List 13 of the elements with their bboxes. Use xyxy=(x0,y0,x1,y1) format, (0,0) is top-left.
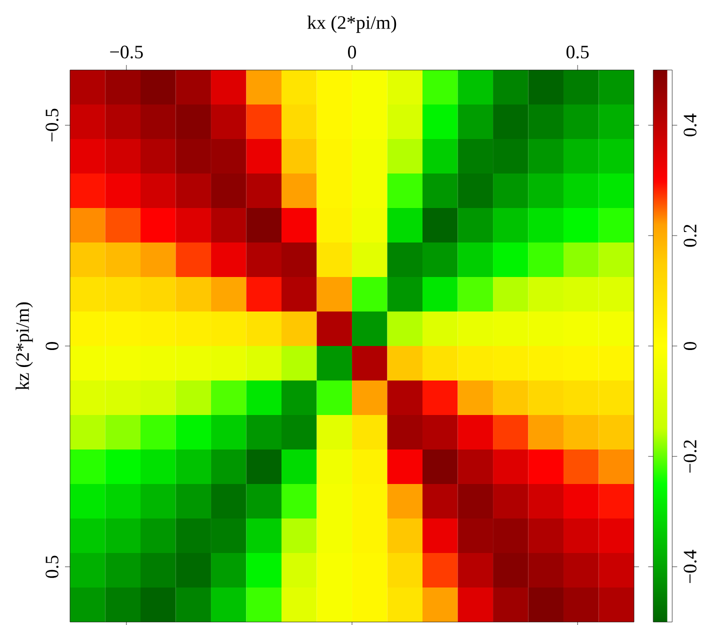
color-bar-label: 0.2 xyxy=(684,224,697,247)
x-tick-label: −0.5 xyxy=(110,46,143,58)
x-tick-label: 0 xyxy=(348,46,356,58)
x-axis-title: kx (2*pi/m) xyxy=(307,16,396,33)
x-tick-label: 0.5 xyxy=(566,46,589,58)
y-tick-label: −0.5 xyxy=(46,108,58,142)
y-tick-label: 0.5 xyxy=(46,556,58,578)
y-axis-title: kz (2*pi/m) xyxy=(16,302,33,390)
color-bar-label: −0.2 xyxy=(684,440,697,473)
color-bar-label: 0 xyxy=(684,342,696,350)
color-bar-label: 0.4 xyxy=(684,114,697,136)
color-bar-label: −0.4 xyxy=(684,550,697,584)
y-tick-label: 0 xyxy=(46,342,58,350)
